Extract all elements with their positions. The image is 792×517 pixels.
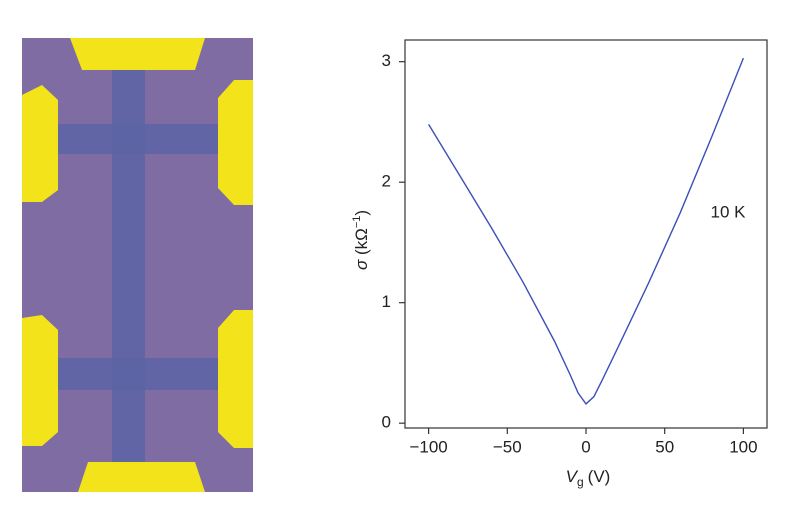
y-tick-label: 2 xyxy=(382,172,391,191)
contact-pad xyxy=(22,315,58,446)
y-tick-label: 0 xyxy=(382,413,391,432)
plot-frame xyxy=(404,39,768,429)
y-symbol: σ xyxy=(352,259,371,270)
x-axis-label: Vg (V) xyxy=(566,467,611,489)
x-symbol: V xyxy=(566,467,579,486)
x-tick-label: 100 xyxy=(729,437,757,456)
contact-pad xyxy=(78,462,205,492)
x-unit: (V) xyxy=(588,467,611,486)
x-tick-label: 0 xyxy=(581,437,590,456)
x-tick-label: 50 xyxy=(655,437,674,456)
ribbon xyxy=(112,38,145,492)
y-exponent: −1 xyxy=(351,216,363,229)
y-axis-label: σ (kΩ−1) xyxy=(351,210,372,270)
y-unit: (kΩ xyxy=(352,228,371,255)
contact-pad xyxy=(218,310,253,448)
annotation: 10 K xyxy=(711,202,747,221)
ribbon xyxy=(56,124,220,154)
contact-pad xyxy=(22,85,58,202)
x-tick-label: −50 xyxy=(493,437,522,456)
contact-pad xyxy=(70,38,205,70)
micrograph xyxy=(22,38,253,492)
y-tick-label: 3 xyxy=(382,51,391,70)
data-line xyxy=(428,57,745,405)
x-tick-label: −100 xyxy=(409,437,447,456)
y-close: ) xyxy=(352,210,371,216)
x-subscript: g xyxy=(577,475,584,489)
ribbon xyxy=(56,358,220,390)
y-tick-label: 1 xyxy=(382,292,391,311)
contact-pad xyxy=(218,80,253,205)
